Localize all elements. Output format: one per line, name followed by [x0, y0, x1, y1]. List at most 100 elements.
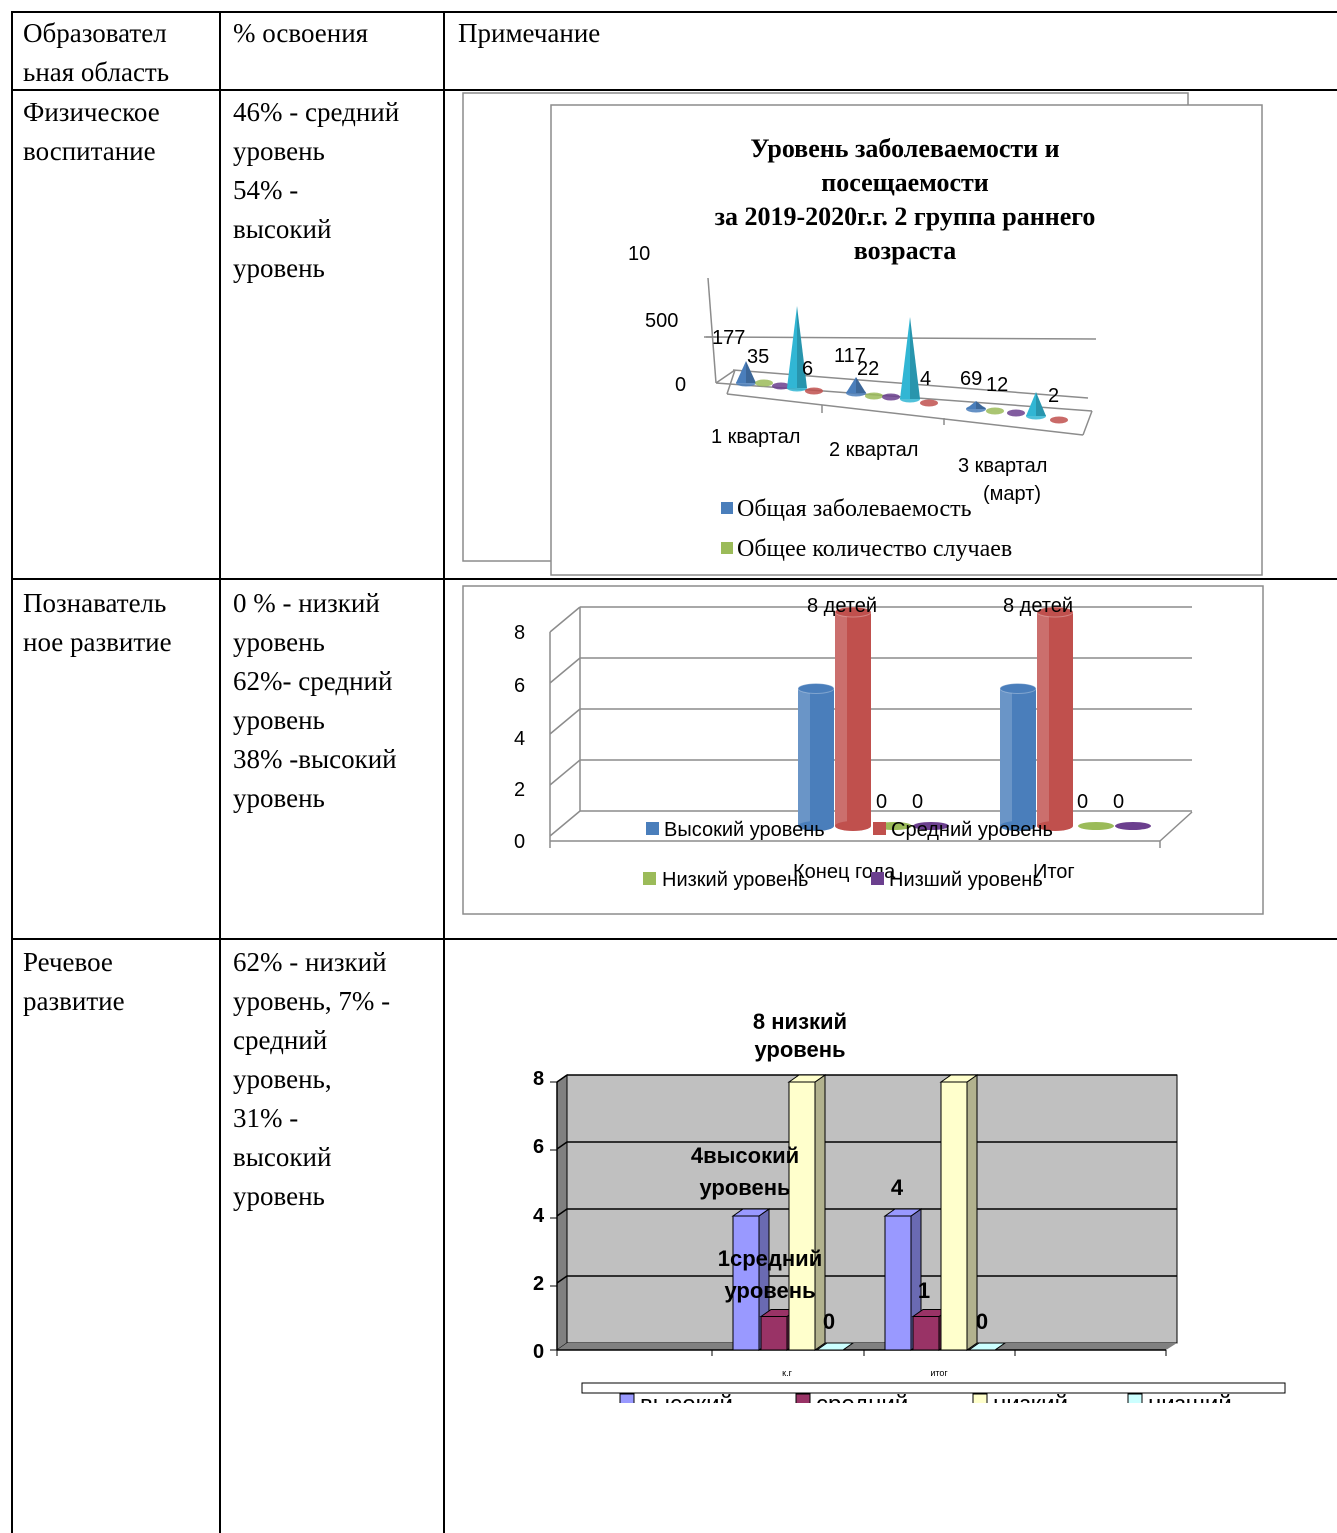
chart3-category: к.г: [782, 1368, 792, 1378]
header-percent: % освоения: [233, 18, 369, 48]
chart2-bar-top: [1036, 606, 1074, 618]
chart1-legend: Общая заболеваемость Общее количество сл…: [721, 496, 1012, 562]
table-border-left: [11, 11, 13, 1533]
chart1-cone: [736, 361, 756, 383]
chart3-legend-frame: [581, 1382, 1286, 1394]
chart3-tick: 4: [533, 1205, 545, 1227]
chart1-label: 117: [834, 345, 866, 367]
legend-swatch: [619, 1393, 635, 1403]
table-border-row3: [11, 938, 1337, 940]
chart2-tick: 2: [514, 779, 525, 801]
chart3-y-ticks: 8 6 4 2 0: [533, 1068, 545, 1363]
chart3-label: 0: [823, 1309, 835, 1334]
chart2-y-ticks: 8 6 4 2 0: [514, 622, 525, 853]
chart3-gridline-diag: [556, 1275, 568, 1284]
chart1-label: 6: [802, 358, 813, 380]
chart1-legend-label: Общее количество случаев: [737, 536, 1012, 562]
chart2-gridline-diag: [549, 759, 581, 786]
chart2-legend: Высокий уровень Средний уровень Низкий у…: [643, 819, 1053, 891]
chart1-cone-shade: [976, 401, 986, 409]
chart2-legend-label: Высокий уровень: [664, 819, 825, 841]
chart3-legend-label: низший: [1148, 1391, 1232, 1418]
chart3-bar-zero: [967, 1342, 1007, 1351]
table-border-row2: [11, 578, 1337, 580]
chart2-bar: [1000, 688, 1036, 826]
table-border-top: [11, 11, 1337, 13]
chart3-bar: [912, 1316, 940, 1351]
chart2-data-labels: 8 детей 0 0 8 детей 0 0: [807, 595, 1124, 813]
chart2-x-axis-diag: [1159, 811, 1193, 842]
chart1-categories: 1 квартал 2 квартал 3 квартал (март): [711, 426, 1047, 505]
chart2-bar-top: [999, 683, 1037, 694]
chart1-data-labels: 177 35 6 117 22 4 69 12 2: [712, 327, 1059, 407]
chart3-bar-top: [883, 1208, 923, 1217]
chart2-tick: 4: [514, 728, 525, 750]
chart1-cone-shade: [910, 317, 920, 399]
chart3-label: 1: [918, 1278, 930, 1303]
chart1-category: 2 квартал: [829, 439, 918, 461]
chart2-bar-base: [1000, 821, 1036, 831]
chart2-bar-base: [835, 821, 871, 831]
chart3-bar: [788, 1081, 816, 1351]
legend-swatch: [873, 822, 886, 835]
table-border-row1: [11, 89, 1337, 91]
chart2-bar-base: [1037, 821, 1073, 831]
row1-percent: 46% - средний уровень 54% - высокий уров…: [233, 97, 400, 283]
chart3-bar-side-shade: [815, 1075, 825, 1350]
chart2-tick: 8: [514, 622, 525, 644]
chart2-grid: [549, 606, 1193, 848]
chart3-label: 1средний: [718, 1246, 822, 1271]
chart3-categories: к.г итог: [782, 1368, 948, 1378]
chart1-cone-base: [1050, 416, 1068, 424]
chart3-label: 4: [891, 1175, 904, 1200]
chart2-bar-highlight: [1037, 612, 1049, 826]
chart2-bar-highlight: [1000, 688, 1012, 826]
chart2-label: 0: [1113, 791, 1124, 813]
chart1-label: 22: [857, 358, 879, 380]
legend-swatch: [871, 872, 884, 885]
chart3-bar-top: [731, 1208, 771, 1217]
chart1-category: 1 квартал: [711, 426, 800, 448]
chart2-label: 0: [912, 791, 923, 813]
chart3-label: уровень: [724, 1278, 815, 1303]
chart3-category: итог: [930, 1368, 948, 1378]
chart3-label: 4высокий: [691, 1143, 799, 1168]
row3-percent: 62% - низкий уровень, 7% - средний урове…: [233, 947, 391, 1211]
chart2-bar: [1037, 612, 1073, 826]
chart1-cone-base: [755, 379, 773, 387]
chart3-bar: [760, 1316, 788, 1351]
chart3-bar: [884, 1215, 912, 1351]
chart3-gridline-diag: [556, 1141, 568, 1150]
chart3-plot: [550, 1074, 1178, 1356]
chart2-gridline-diag: [549, 657, 581, 684]
chart3-bar: [940, 1081, 968, 1351]
chart3-bar-top: [939, 1074, 979, 1083]
chart1-tick-10: 10: [628, 243, 650, 265]
chart1-cone-shade: [856, 377, 866, 393]
legend-swatch: [721, 542, 733, 554]
chart3-data-labels: 8 низкий уровень 4высокий уровень 1средн…: [691, 1009, 988, 1334]
chart2-gridline-diag: [549, 810, 581, 837]
chart3-label: уровень: [699, 1175, 790, 1200]
chart2-bar: [798, 688, 834, 826]
chart1-cone-shade: [797, 306, 807, 388]
chart1-cone-base: [805, 387, 823, 395]
chart3-tick: 6: [533, 1136, 544, 1158]
chart2-label: 8 детей: [1003, 595, 1073, 617]
chart3-gridline-diag: [556, 1208, 568, 1217]
row2-percent: 0 % - низкий уровень 62%- средний уровен…: [233, 588, 397, 813]
legend-swatch: [795, 1393, 811, 1403]
table-border-col2: [443, 11, 445, 1533]
chart1-cone: [966, 401, 986, 409]
chart2-bar-zero: [1115, 822, 1151, 830]
legend-swatch: [1127, 1393, 1143, 1403]
row1-area: Физическое воспитание: [23, 97, 160, 166]
chart1-label: 177: [712, 327, 745, 349]
chart2-categories: Конец года Итог: [793, 861, 1075, 883]
chart1-cone-base: [1007, 409, 1025, 417]
row3-area: Речевое развитие: [23, 947, 125, 1016]
legend-swatch: [643, 872, 656, 885]
chart1-tick-0: 0: [675, 374, 686, 396]
